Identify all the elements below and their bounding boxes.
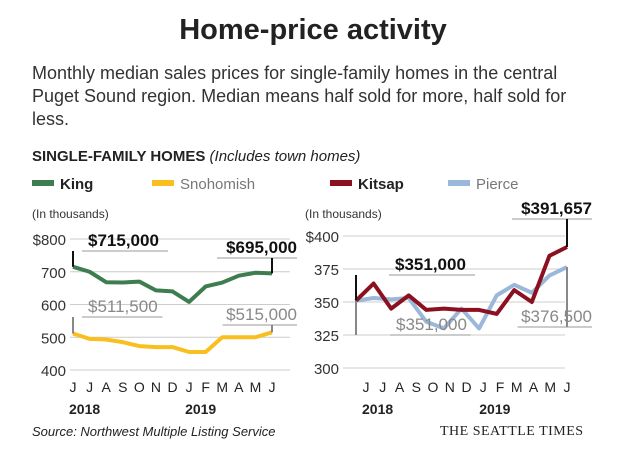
x-tick-label: S bbox=[118, 379, 127, 395]
y-tick-label: 350 bbox=[314, 295, 339, 312]
year-label: 2019 bbox=[479, 401, 510, 417]
x-tick-label: A bbox=[395, 379, 405, 395]
x-tick-label: F bbox=[496, 379, 505, 395]
x-tick-label: J bbox=[70, 379, 77, 395]
x-tick-label: J bbox=[186, 379, 193, 395]
y-tick-label: 325 bbox=[314, 328, 339, 345]
chart-subtitle: Monthly median sales prices for single-f… bbox=[32, 63, 567, 129]
x-tick-label: J bbox=[269, 379, 276, 395]
year-label: 2019 bbox=[185, 401, 216, 417]
x-tick-label: S bbox=[412, 379, 421, 395]
credit-logo: THE SEATTLE TIMES bbox=[440, 424, 584, 439]
annotation-label: $695,000 bbox=[226, 238, 297, 257]
y-tick-label: $400 bbox=[306, 229, 339, 246]
x-tick-label: F bbox=[201, 379, 210, 395]
x-tick-label: A bbox=[234, 379, 244, 395]
x-tick-label: A bbox=[101, 379, 111, 395]
section-label-text: SINGLE-FAMILY HOMES bbox=[32, 148, 206, 165]
annotation-label: $511,500 bbox=[88, 297, 158, 316]
year-label: 2018 bbox=[362, 401, 393, 417]
legend-label-king: King bbox=[60, 176, 93, 193]
source-note: Source: Northwest Multiple Listing Servi… bbox=[32, 424, 276, 439]
annotation-label: $351,000 bbox=[396, 315, 467, 334]
chart-title: Home-price activity bbox=[179, 14, 447, 46]
legend-label-kitsap: Kitsap bbox=[358, 176, 404, 193]
y-tick-label: 600 bbox=[41, 298, 66, 315]
x-tick-label: J bbox=[564, 379, 571, 395]
legend-label-pierce: Pierce bbox=[476, 176, 519, 193]
annotation-label: $376,500 bbox=[521, 307, 592, 326]
y-tick-label: 500 bbox=[41, 330, 66, 347]
y-tick-label: 375 bbox=[314, 262, 339, 279]
y-tick-label: $800 bbox=[33, 232, 66, 249]
x-tick-label: J bbox=[363, 379, 370, 395]
x-tick-label: M bbox=[250, 379, 262, 395]
annotation-label: $715,000 bbox=[88, 231, 159, 250]
x-tick-label: N bbox=[151, 379, 161, 395]
section-note: (Includes town homes) bbox=[209, 148, 361, 165]
y-axis-label: (In thousands) bbox=[32, 207, 109, 221]
year-label: 2018 bbox=[69, 401, 100, 417]
x-tick-label: O bbox=[134, 379, 145, 395]
x-tick-label: M bbox=[511, 379, 523, 395]
x-tick-label: J bbox=[480, 379, 487, 395]
x-tick-label: J bbox=[86, 379, 93, 395]
legend-label-snohomish: Snohomish bbox=[180, 176, 255, 193]
annotation-label: $515,000 bbox=[226, 305, 297, 324]
y-axis-label: (In thousands) bbox=[305, 207, 382, 221]
y-tick-label: 700 bbox=[41, 265, 66, 282]
x-tick-label: A bbox=[529, 379, 539, 395]
y-tick-label: 300 bbox=[314, 361, 339, 378]
section-label: SINGLE-FAMILY HOMES (Includes town homes… bbox=[32, 148, 360, 165]
x-tick-label: D bbox=[461, 379, 471, 395]
x-tick-label: O bbox=[428, 379, 439, 395]
annotation-label: $391,657 bbox=[521, 199, 592, 218]
x-tick-label: M bbox=[544, 379, 556, 395]
annotation-label: $351,000 bbox=[395, 255, 466, 274]
series-line-snohomish bbox=[72, 330, 273, 354]
x-tick-label: J bbox=[379, 379, 386, 395]
y-tick-label: 400 bbox=[41, 363, 66, 380]
x-tick-label: M bbox=[216, 379, 228, 395]
x-tick-label: N bbox=[445, 379, 455, 395]
x-tick-label: D bbox=[167, 379, 177, 395]
